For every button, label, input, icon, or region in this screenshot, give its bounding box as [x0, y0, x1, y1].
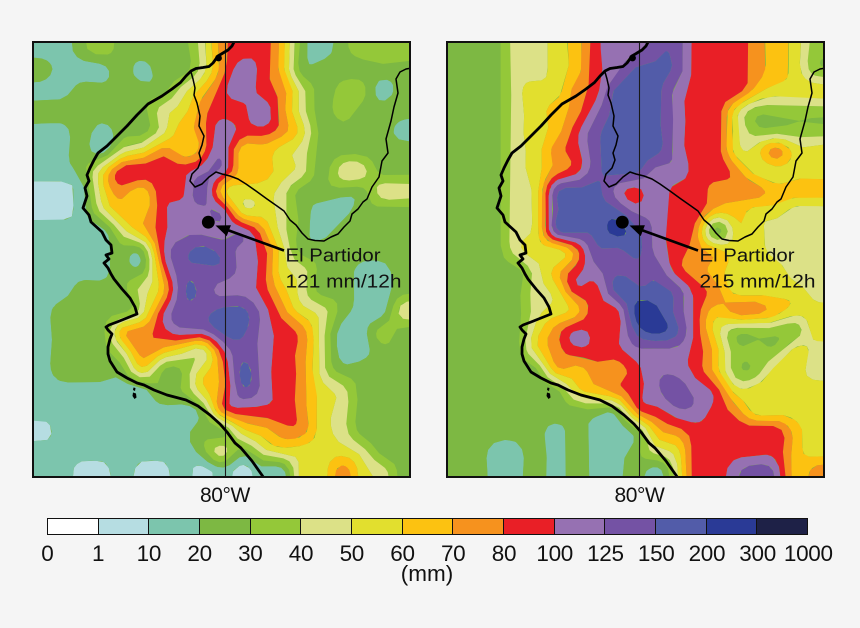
svg-text:121 mm/12h: 121 mm/12h — [285, 272, 401, 292]
svg-text:215 mm/12h: 215 mm/12h — [700, 272, 816, 292]
svg-text:El Partidor: El Partidor — [285, 246, 380, 266]
svg-text:El Partidor: El Partidor — [700, 246, 795, 266]
